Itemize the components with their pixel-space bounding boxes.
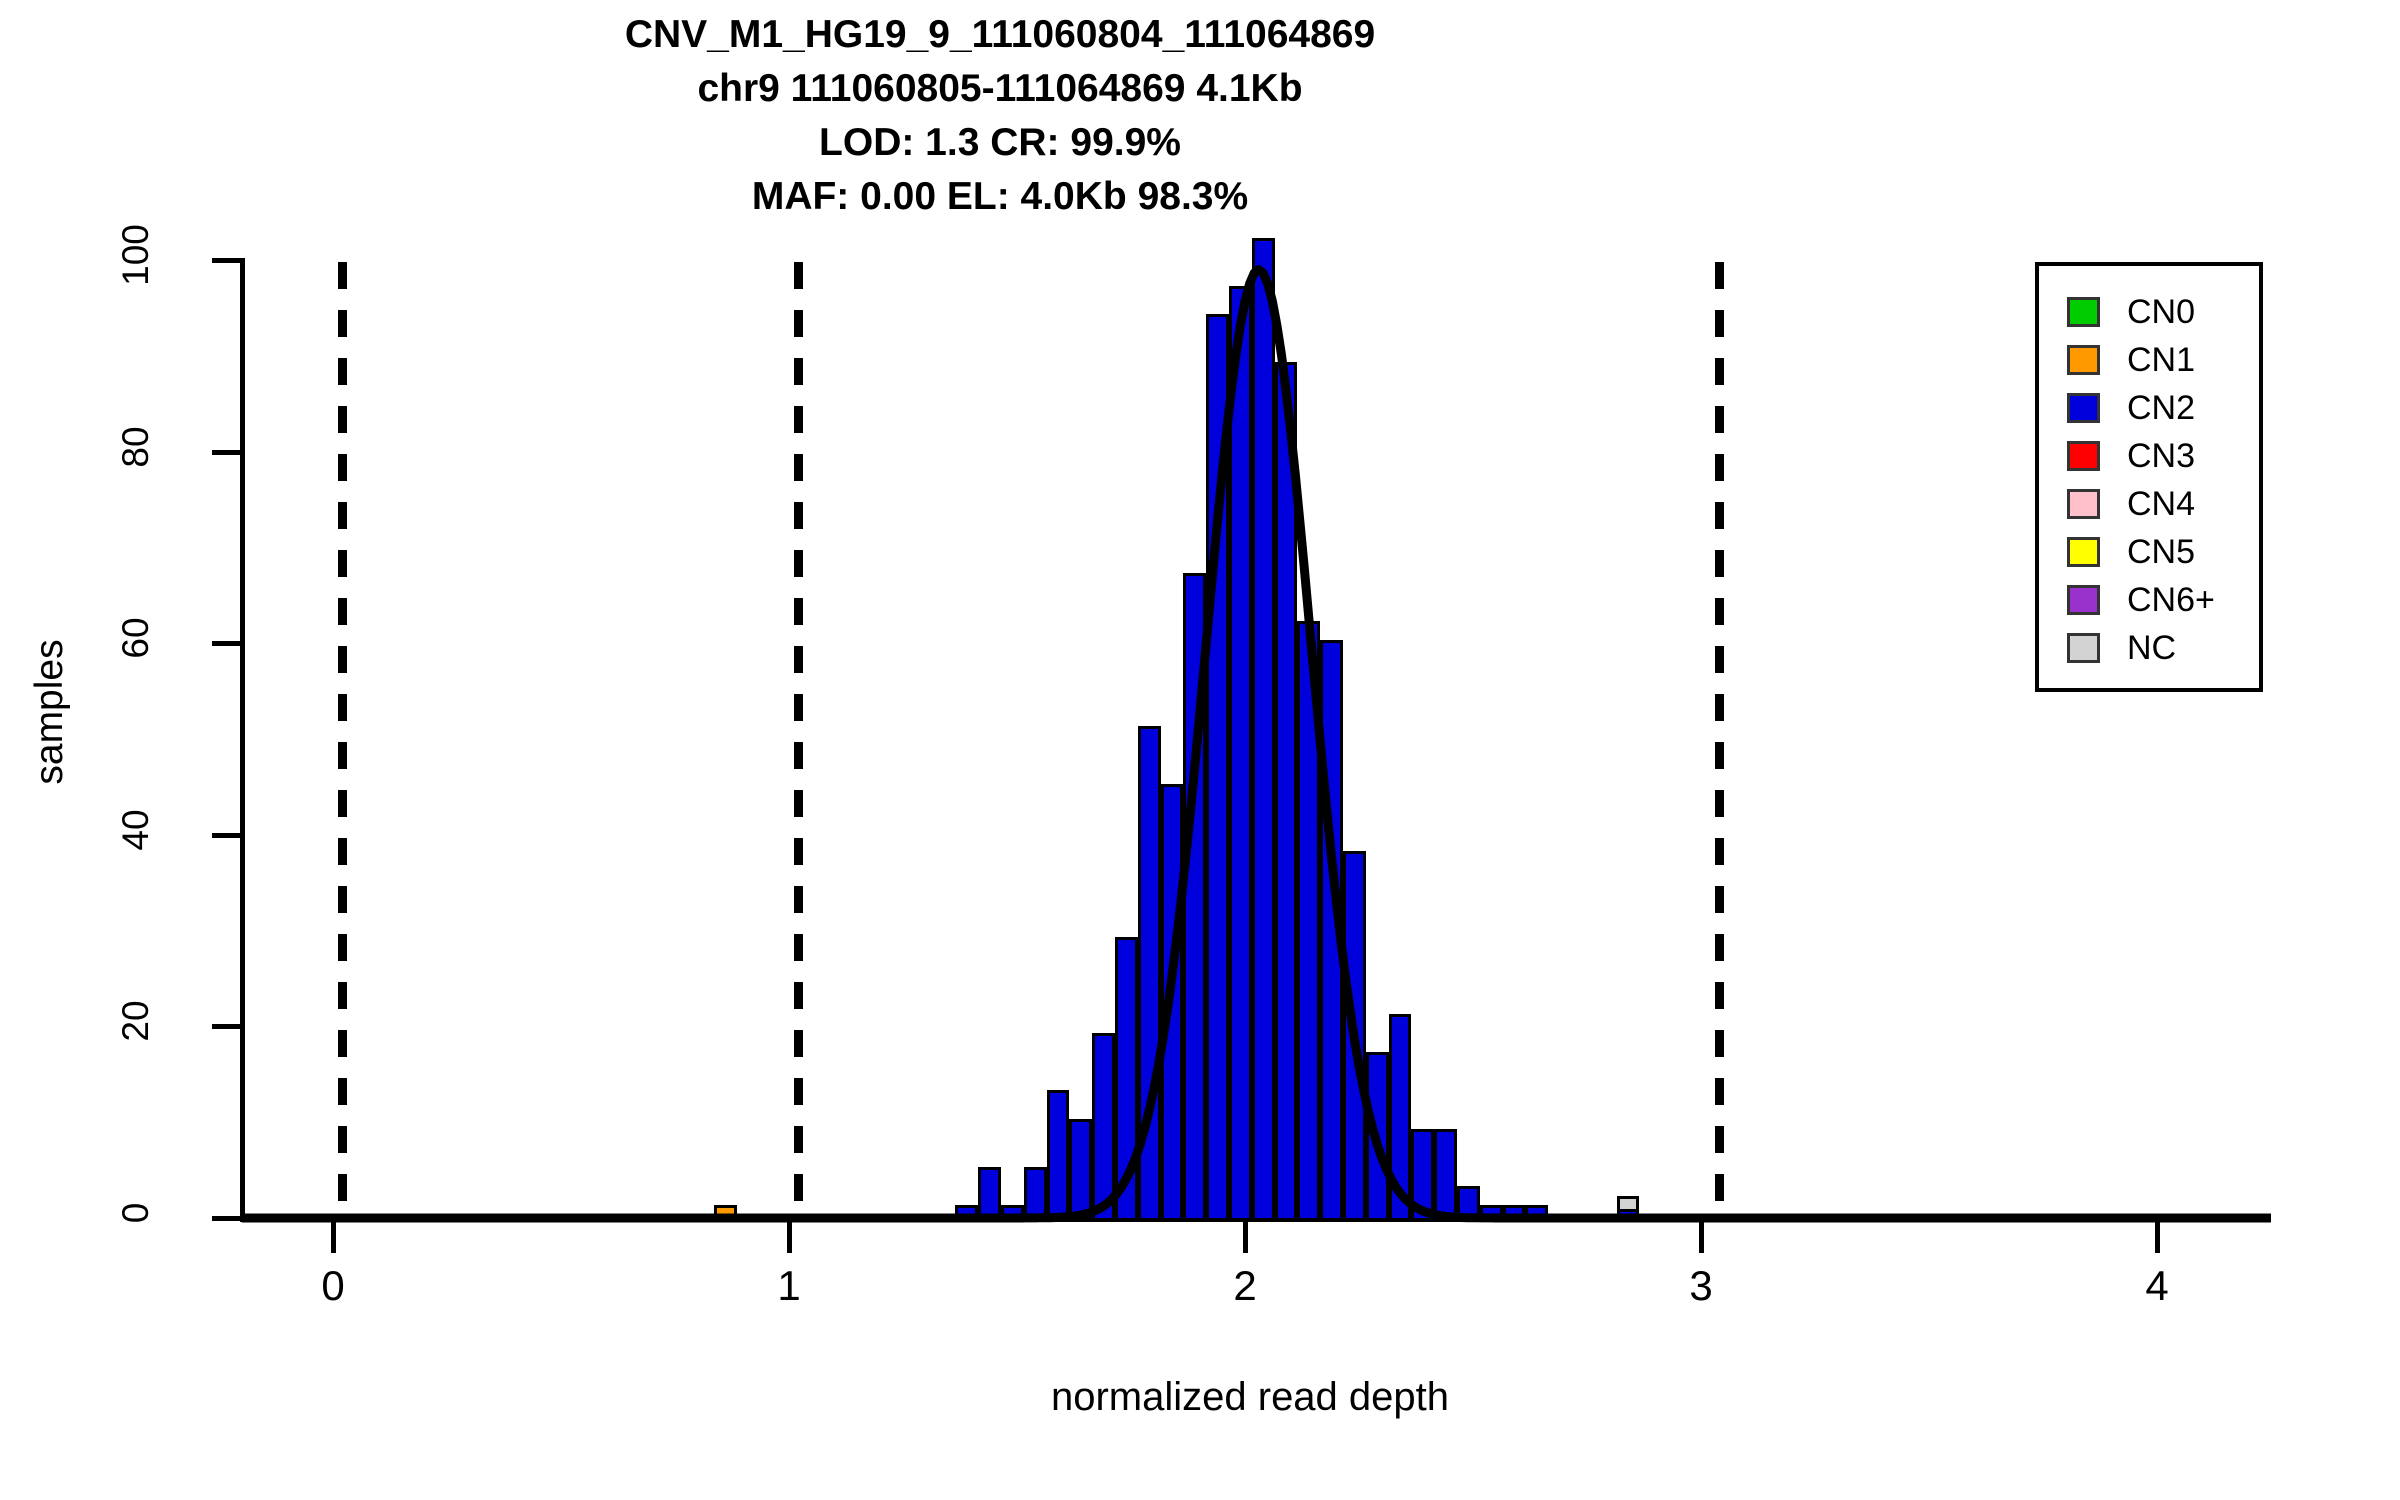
title-line-4: MAF: 0.00 EL: 4.0Kb 98.3%: [751, 175, 1249, 218]
histogram-bar: [1457, 1186, 1480, 1221]
histogram-bar: [1479, 1205, 1503, 1221]
x-tick-label: 3: [1689, 1262, 1713, 1309]
histogram-bar: [1411, 1128, 1435, 1221]
legend-item-cn5[interactable]: CN5: [2039, 528, 2259, 576]
histogram-bar: [1001, 1205, 1024, 1221]
histogram-bar: [403, 1215, 427, 1221]
legend: CN0 CN1 CN2 CN3 CN4 CN5 CN6+ NC: [2035, 262, 2263, 692]
y-tick-label: 100: [115, 224, 156, 286]
histogram-bar: [426, 1215, 450, 1221]
histogram-bar: [1046, 1090, 1070, 1221]
cut-line: [1715, 262, 1725, 1218]
legend-swatch-icon: [2067, 585, 2100, 615]
y-axis-label: samples: [28, 639, 71, 785]
histogram-bar: [1251, 237, 1275, 1221]
legend-label: CN3: [2127, 436, 2196, 475]
histogram-bar: [1229, 285, 1252, 1221]
histogram-bar: [1502, 1205, 1526, 1221]
chart-title: CNV_M1_HG19_9_111060804_111064869 chr9 1…: [0, 8, 2000, 224]
legend-item-nc[interactable]: NC: [2039, 624, 2259, 672]
legend-item-cn2[interactable]: CN2: [2039, 384, 2259, 432]
legend-swatch-icon: [2067, 345, 2100, 375]
legend-swatch-icon: [2067, 633, 2100, 663]
legend-item-cn6plus[interactable]: CN6+: [2039, 576, 2259, 624]
x-tick-label: 2: [1233, 1262, 1257, 1309]
histogram-bar: [955, 1205, 979, 1221]
legend-label: CN2: [2127, 388, 2196, 427]
legend-item-cn4[interactable]: CN4: [2039, 480, 2259, 528]
y-tick: [212, 832, 242, 838]
legend-item-cn1[interactable]: CN1: [2039, 336, 2259, 384]
histogram-bar: [1365, 1052, 1389, 1221]
title-line-3: LOD: 1.3 CR: 99.9%: [819, 121, 1181, 164]
legend-item-cn3[interactable]: CN3: [2039, 432, 2259, 480]
legend-label: CN4: [2127, 484, 2196, 523]
histogram-bar: [1069, 1119, 1093, 1221]
x-tick-label: 0: [321, 1262, 345, 1309]
y-tick: [212, 258, 242, 263]
legend-label: CN1: [2127, 340, 2196, 379]
histogram-bar: [1343, 850, 1366, 1221]
y-tick-label: 20: [115, 1000, 156, 1042]
y-tick-label: 0: [115, 1202, 156, 1224]
legend-label: NC: [2127, 628, 2177, 667]
legend-label: CN6+: [2127, 580, 2215, 619]
legend-swatch-icon: [2067, 441, 2100, 471]
y-axis-line: [240, 258, 245, 1220]
x-tick: [1243, 1221, 1248, 1253]
legend-label: CN5: [2127, 532, 2196, 571]
y-tick: [212, 641, 242, 647]
histogram-bar: [978, 1167, 1002, 1221]
y-tick-label: 60: [115, 617, 156, 659]
histogram-bar: [1320, 640, 1344, 1221]
legend-swatch-icon: [2067, 489, 2100, 519]
y-tick-label: 80: [115, 426, 156, 468]
y-tick-label: 40: [115, 809, 156, 851]
legend-swatch-icon: [2067, 537, 2100, 567]
histogram-bar: [1183, 573, 1207, 1221]
x-tick: [787, 1221, 792, 1253]
histogram-bar: [713, 1205, 737, 1221]
histogram-bar: [1525, 1205, 1549, 1221]
y-tick: [212, 1216, 242, 1221]
y-tick: [212, 1024, 242, 1030]
histogram-bar: [1115, 937, 1138, 1221]
histogram-bar: [1023, 1167, 1047, 1221]
histogram-bar: [1388, 1013, 1412, 1221]
title-line-2: chr9 111060805-111064869 4.1Kb: [697, 67, 1303, 110]
histogram-bar: [1206, 314, 1230, 1221]
x-tick: [331, 1221, 336, 1253]
legend-swatch-icon: [2067, 297, 2100, 327]
y-tick: [212, 449, 242, 455]
legend-item-cn0[interactable]: CN0: [2039, 288, 2259, 336]
cut-line: [794, 262, 804, 1218]
histogram-bar: [1434, 1128, 1458, 1221]
histogram-bar: [1092, 1032, 1116, 1221]
histogram-bar: [1160, 783, 1184, 1221]
title-line-1: CNV_M1_HG19_9_111060804_111064869: [624, 13, 1376, 56]
x-tick-label: 1: [777, 1262, 801, 1309]
x-tick: [1699, 1221, 1704, 1253]
legend-swatch-icon: [2067, 393, 2100, 423]
histogram-bar: [1137, 726, 1161, 1221]
x-tick: [2155, 1221, 2160, 1253]
x-tick-label: 4: [2145, 1262, 2169, 1309]
histogram-bar: [1274, 362, 1298, 1221]
legend-label: CN0: [2127, 292, 2196, 331]
histogram-bar: [1616, 1209, 1640, 1221]
x-axis-label: normalized read depth: [1050, 1375, 1450, 1419]
histogram-bar: [1297, 621, 1321, 1221]
cut-line: [338, 262, 348, 1218]
